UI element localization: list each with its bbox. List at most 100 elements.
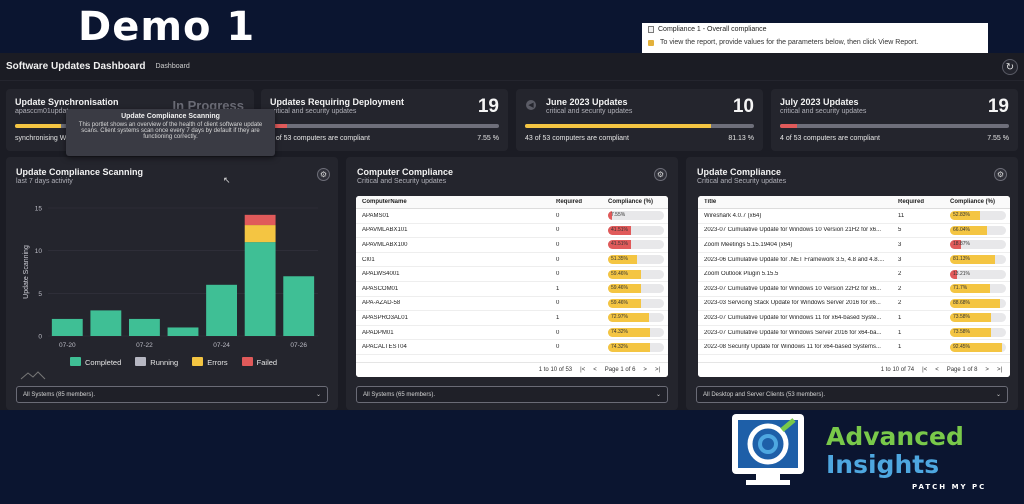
last-page-icon[interactable]: >| [654, 367, 660, 373]
scanning-systems-select[interactable]: All Systems (85 members). ⌄ [16, 386, 328, 403]
computer-systems-select[interactable]: All Systems (65 members). ⌄ [356, 386, 668, 403]
pager-range: 1 to 10 of 53 [538, 367, 573, 373]
gear-icon[interactable]: ⚙ [317, 168, 330, 181]
report-document-icon [648, 26, 654, 33]
select-value: All Systems (85 members). [23, 391, 96, 398]
column-header[interactable]: Required [898, 199, 925, 205]
cell-required: 0 [556, 344, 560, 351]
legend-item-failed[interactable]: Failed [241, 357, 277, 367]
cell-compliance: 7.55% [608, 211, 668, 221]
legend-item-running[interactable]: Running [135, 357, 178, 367]
update-compliance-table: Title Required Compliance (%) Wireshark … [698, 196, 1010, 377]
table-row[interactable]: 2023-07 Cumulative Update for Windows 10… [698, 224, 1010, 239]
brand-word-1: Advanced [826, 422, 964, 451]
table-row[interactable]: 2023-07 Cumulative Update for Windows 11… [698, 311, 1010, 326]
compliance-bar: 7.55% [608, 211, 664, 221]
table-row[interactable]: 2023-06 Cumulative Update for .NET Frame… [698, 253, 1010, 268]
first-page-icon[interactable]: |< [580, 367, 586, 373]
compliance-bar: 72.97% [608, 313, 664, 323]
prev-page-icon[interactable]: < [935, 367, 939, 373]
brand-tagline: PATCH MY PC [912, 483, 987, 491]
patchmypc-logo-icon [732, 414, 804, 485]
legend-item-errors[interactable]: Errors [192, 357, 228, 367]
card-july-2023-updates[interactable]: July 2023 Updates critical and security … [771, 89, 1018, 151]
table-header: ComputerName Required Compliance (%) [356, 196, 668, 209]
table-row[interactable]: APASPRO3AL01 1 72.97% [356, 311, 668, 326]
compliance-bar: 66.04% [950, 225, 1006, 235]
table-row[interactable]: APA-AZAD-58 0 59.46% [356, 297, 668, 312]
gear-icon[interactable]: ⚙ [654, 168, 667, 181]
cell-required: 1 [556, 314, 560, 321]
cell-required: 1 [898, 329, 902, 336]
page-title: Software Updates Dashboard [6, 61, 146, 72]
compliance-label: 92.45% [953, 343, 970, 350]
compliance-label: 71.7% [953, 285, 968, 292]
table-row[interactable]: 2023-07 Cumulative Update for Windows 10… [698, 282, 1010, 297]
column-header[interactable]: Required [556, 199, 583, 205]
table-row[interactable]: Zoom Meetings 5.15.19404 (x64) 3 18.87% [698, 238, 1010, 253]
y-tick-label: 15 [35, 206, 43, 213]
table-row[interactable]: CI01 0 51.35% [356, 253, 668, 268]
compliance-bar: 74.32% [608, 342, 664, 352]
chevron-left-icon[interactable]: ◀ [526, 100, 536, 110]
chart-legend: Completed Running Errors Failed [70, 357, 277, 367]
card-footer-left: 4 of 53 computers are compliant [270, 135, 370, 142]
table-row[interactable]: 2023-07 Cumulative Update for Windows Se… [698, 326, 1010, 341]
next-page-icon[interactable]: > [643, 367, 647, 373]
breadcrumb[interactable]: Dashboard [155, 63, 190, 70]
gear-icon[interactable]: ⚙ [994, 168, 1007, 181]
compliance-bar: 41.51% [608, 225, 664, 235]
cell-compliance: 72.97% [608, 313, 668, 323]
cell-name: Wireshark 4.0.7 (x64) [704, 212, 762, 219]
cell-required: 2 [898, 300, 902, 307]
table-row[interactable]: APASCOM01 1 59.46% [356, 282, 668, 297]
column-header[interactable]: Compliance (%) [950, 199, 996, 205]
table-row[interactable]: APALWS4001 0 59.46% [356, 267, 668, 282]
table-row[interactable]: Wireshark 4.0.7 (x64) 11 52.83% [698, 209, 1010, 224]
compliance-label: 41.51% [611, 241, 628, 248]
table-row[interactable]: Zoom Outlook Plugin 5.15.5 2 13.21% [698, 267, 1010, 282]
legend-item-completed[interactable]: Completed [70, 357, 121, 367]
table-row[interactable]: APAMS01 0 7.55% [356, 209, 668, 224]
card-subtitle: critical and security updates [546, 108, 633, 115]
table-row[interactable]: 2022-08 Security Update for Windows 11 f… [698, 340, 1010, 355]
table-row[interactable]: APAVMLABX101 0 41.51% [356, 224, 668, 239]
first-page-icon[interactable]: |< [922, 367, 928, 373]
bar-completed [244, 242, 276, 336]
prev-page-icon[interactable]: < [593, 367, 597, 373]
compliance-bar: 81.13% [950, 255, 1006, 265]
report-viewer-strip: Compliance 1 - Overall compliance To vie… [642, 23, 988, 53]
compliance-label: 13.21% [953, 270, 970, 277]
cell-required: 0 [556, 227, 560, 234]
update-clients-select[interactable]: All Desktop and Server Clients (53 membe… [696, 386, 1008, 403]
card-june-2023-updates[interactable]: ◀ June 2023 Updates critical and securit… [516, 89, 763, 151]
column-header[interactable]: Compliance (%) [608, 199, 654, 205]
cell-name: Zoom Outlook Plugin 5.15.5 [704, 271, 779, 278]
refresh-icon[interactable]: ↻ [1002, 59, 1018, 75]
cell-compliance: 74.32% [608, 342, 668, 352]
column-header[interactable]: ComputerName [362, 199, 407, 205]
card-footer-right: 7.55 % [987, 135, 1009, 142]
cell-name: APASCOM01 [362, 285, 399, 292]
x-tick-label: 07-24 [213, 342, 230, 349]
cell-compliance: 81.13% [950, 255, 1010, 265]
table-row[interactable]: APACALTEST04 0 74.32% [356, 340, 668, 355]
column-header[interactable]: Title [704, 199, 717, 205]
panel-title: Update Compliance [697, 167, 782, 177]
card-updates-requiring-deployment[interactable]: Updates Requiring Deployment critical an… [261, 89, 508, 151]
compliance-label: 18.87% [953, 241, 970, 248]
cell-name: 2023-07 Cumulative Update for Windows 10… [704, 227, 882, 234]
table-row[interactable]: APAVMLABX100 0 41.51% [356, 238, 668, 253]
table-row[interactable]: APADPM01 0 74.32% [356, 326, 668, 341]
next-page-icon[interactable]: > [985, 367, 989, 373]
table-row[interactable]: 2023-03 Servicing Stack Update for Windo… [698, 297, 1010, 312]
compliance-bar: 13.21% [950, 269, 1006, 279]
compliance-bar: 59.46% [608, 298, 664, 308]
cell-name: APACALTEST04 [362, 344, 407, 351]
report-hint: To view the report, provide values for t… [660, 39, 919, 46]
cell-required: 2 [898, 271, 902, 278]
last-page-icon[interactable]: >| [996, 367, 1002, 373]
cell-required: 3 [898, 241, 902, 248]
compliance-bar: 73.58% [950, 328, 1006, 338]
card-count: 19 [987, 96, 1009, 117]
